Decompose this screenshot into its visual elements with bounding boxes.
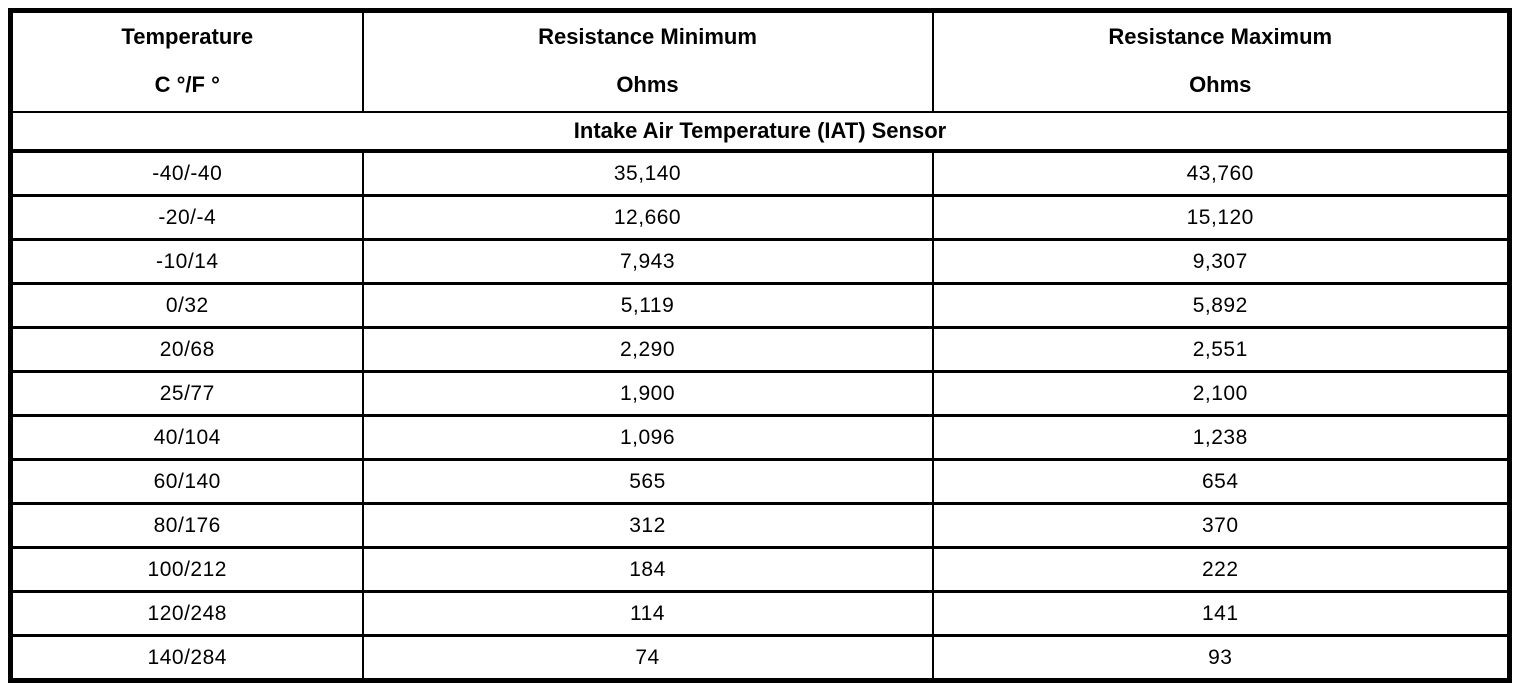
table-row: -20/-4 12,660 15,120 <box>10 194 1510 240</box>
temperature-cell: 25/77 <box>10 370 363 416</box>
resistance-min-cell: 114 <box>361 590 933 636</box>
resistance-max-cell: 2,551 <box>931 326 1510 372</box>
col-title-resistance-min: Resistance Minimum <box>538 24 757 49</box>
temperature-cell: -40/-40 <box>10 149 363 196</box>
col-title-temperature: Temperature <box>121 24 254 49</box>
table-row: 120/248 114 141 <box>10 590 1510 636</box>
temperature-cell: -20/-4 <box>10 194 363 240</box>
resistance-max-cell: 222 <box>931 546 1510 592</box>
col-header-temperature: Temperature C °/F ° <box>10 10 363 113</box>
resistance-max-cell: 2,100 <box>931 370 1510 416</box>
resistance-max-cell: 1,238 <box>931 414 1510 460</box>
col-title-resistance-max: Resistance Maximum <box>1108 24 1333 49</box>
table-row: 20/68 2,290 2,551 <box>10 326 1510 372</box>
iat-sensor-resistance-table: Temperature C °/F ° Resistance Minimum O… <box>8 8 1512 683</box>
resistance-max-cell: 141 <box>931 590 1510 636</box>
table-row: 60/140 565 654 <box>10 458 1510 504</box>
temperature-cell: 120/248 <box>10 590 363 636</box>
temperature-cell: 140/284 <box>10 634 363 681</box>
table-row: 100/212 184 222 <box>10 546 1510 592</box>
section-title: Intake Air Temperature (IAT) Sensor <box>10 112 1510 153</box>
header-row: Temperature C °/F ° Resistance Minimum O… <box>10 10 1510 113</box>
resistance-max-cell: 370 <box>931 502 1510 548</box>
resistance-min-cell: 312 <box>361 502 933 548</box>
resistance-max-cell: 5,892 <box>931 282 1510 328</box>
resistance-min-cell: 12,660 <box>361 194 933 240</box>
resistance-max-cell: 43,760 <box>931 149 1510 196</box>
section-row: Intake Air Temperature (IAT) Sensor <box>10 112 1510 153</box>
temperature-cell: 60/140 <box>10 458 363 504</box>
table-row: 80/176 312 370 <box>10 502 1510 548</box>
temperature-cell: 20/68 <box>10 326 363 372</box>
resistance-min-cell: 1,096 <box>361 414 933 460</box>
resistance-min-cell: 35,140 <box>361 149 933 196</box>
document-page: Temperature C °/F ° Resistance Minimum O… <box>8 8 1512 683</box>
resistance-min-cell: 7,943 <box>361 238 933 284</box>
resistance-max-cell: 654 <box>931 458 1510 504</box>
temperature-cell: -10/14 <box>10 238 363 284</box>
table-row: 25/77 1,900 2,100 <box>10 370 1510 416</box>
table-row: 40/104 1,096 1,238 <box>10 414 1510 460</box>
resistance-min-cell: 184 <box>361 546 933 592</box>
resistance-min-cell: 2,290 <box>361 326 933 372</box>
temperature-cell: 40/104 <box>10 414 363 460</box>
table-row: -40/-40 35,140 43,760 <box>10 149 1510 196</box>
resistance-min-cell: 565 <box>361 458 933 504</box>
temperature-cell: 0/32 <box>10 282 363 328</box>
col-unit-resistance-max: Ohms <box>1189 72 1252 97</box>
resistance-max-cell: 15,120 <box>931 194 1510 240</box>
col-header-resistance-min: Resistance Minimum Ohms <box>361 10 933 113</box>
resistance-min-cell: 1,900 <box>361 370 933 416</box>
col-header-resistance-max: Resistance Maximum Ohms <box>931 10 1510 113</box>
temperature-cell: 100/212 <box>10 546 363 592</box>
col-unit-resistance-min: Ohms <box>616 72 679 97</box>
table-row: 140/284 74 93 <box>10 634 1510 681</box>
resistance-max-cell: 9,307 <box>931 238 1510 284</box>
resistance-min-cell: 5,119 <box>361 282 933 328</box>
resistance-min-cell: 74 <box>361 634 933 681</box>
table-row: -10/14 7,943 9,307 <box>10 238 1510 284</box>
table-row: 0/32 5,119 5,892 <box>10 282 1510 328</box>
resistance-max-cell: 93 <box>931 634 1510 681</box>
temperature-cell: 80/176 <box>10 502 363 548</box>
col-unit-temperature: C °/F ° <box>154 72 220 97</box>
